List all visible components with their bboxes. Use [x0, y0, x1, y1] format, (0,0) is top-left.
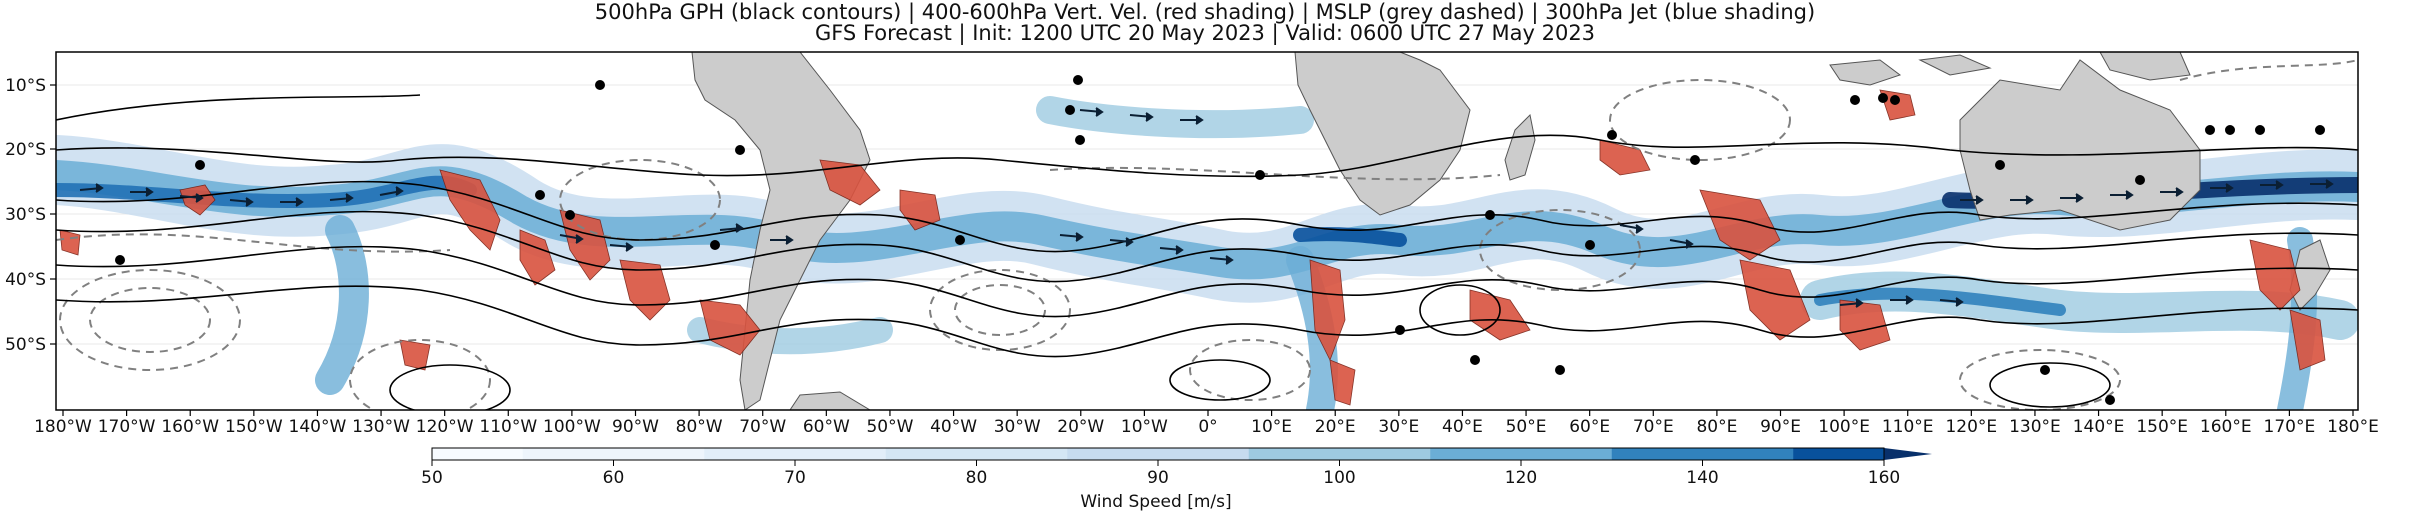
latitude-axis: 10°S 20°S 30°S 40°S 50°S [5, 76, 56, 355]
lat-tick-label: 40°S [5, 270, 46, 290]
lon-tick-label: 50°W [866, 417, 913, 437]
chart-title: 500hPa GPH (black contours) | 400-600hPa… [594, 0, 1816, 24]
lon-tick-label: 30°E [1378, 417, 1419, 437]
lon-tick-label: 20°W [1057, 417, 1104, 437]
colorbar-segment [522, 448, 614, 460]
colorbar-segment [1248, 448, 1340, 460]
colorbar-tick-label: 70 [784, 468, 806, 488]
gph-contours [56, 94, 2358, 410]
continents [691, 52, 2331, 410]
mslp-contours [56, 59, 2358, 410]
colorbar-segment [1521, 448, 1613, 460]
chart-subtitle: GFS Forecast | Init: 1200 UTC 20 May 202… [814, 21, 1596, 45]
colorbar-segment [432, 448, 524, 460]
colorbar-segment [976, 448, 1068, 460]
lat-tick-label: 30°S [5, 205, 46, 225]
lon-tick-label: 90°E [1760, 417, 1801, 437]
lon-tick-label: 110°W [479, 417, 537, 437]
lon-tick-label: 150°W [225, 417, 283, 437]
colorbar-segment [1702, 448, 1794, 460]
lon-tick-label: 10°E [1251, 417, 1292, 437]
colorbar-tick-label: 140 [1686, 468, 1718, 488]
colorbar-segment [1793, 448, 1885, 460]
lon-tick-label: 60°W [803, 417, 850, 437]
lon-tick-label: 40°E [1442, 417, 1483, 437]
lon-tick-label: 170°E [2264, 417, 2316, 437]
marker-points [115, 75, 2325, 405]
africa [1294, 52, 1471, 216]
colorbar-extend-arrow [1884, 448, 1932, 460]
lon-tick-label: 60°E [1569, 417, 1610, 437]
lon-tick-label: 100°W [543, 417, 601, 437]
lat-tick-label: 10°S [5, 76, 46, 96]
lon-tick-label: 0° [1198, 417, 1217, 437]
lon-tick-label: 70°W [739, 417, 786, 437]
lon-tick-label: 140°E [2073, 417, 2125, 437]
lon-tick-label: 40°W [930, 417, 977, 437]
colorbar-segment [1611, 448, 1703, 460]
lon-tick-label: 20°E [1315, 417, 1356, 437]
colorbar-tick-label: 60 [603, 468, 625, 488]
lon-tick-label: 180°E [2327, 417, 2379, 437]
lon-tick-label: 100°E [1818, 417, 1870, 437]
lon-tick-label: 130°E [2009, 417, 2061, 437]
lon-tick-label: 10°W [1121, 417, 1168, 437]
lon-tick-label: 150°E [2136, 417, 2188, 437]
lon-tick-label: 80°E [1696, 417, 1737, 437]
wind-vectors [79, 107, 2334, 308]
lat-tick-label: 50°S [5, 335, 46, 355]
colorbar-segment [1430, 448, 1522, 460]
colorbar-segment [795, 448, 887, 460]
colorbar-segment [1158, 448, 1250, 460]
map-frame [55, 51, 2359, 411]
colorbar-segment [1067, 448, 1159, 460]
colorbar-label: Wind Speed [m/s] [1080, 492, 1231, 512]
lon-tick-label: 70°E [1633, 417, 1674, 437]
lon-tick-label: 170°W [98, 417, 156, 437]
lon-tick-label: 50°E [1506, 417, 1547, 437]
colorbar-tick-label: 50 [421, 468, 443, 488]
lon-tick-label: 90°W [612, 417, 659, 437]
south-america [691, 52, 871, 410]
colorbar-segment [1339, 448, 1431, 460]
colorbar-tick-label: 120 [1505, 468, 1537, 488]
vertical-velocity-shading [59, 89, 2326, 406]
maritime-continent [1829, 59, 1902, 86]
lon-tick-label: 140°W [289, 417, 347, 437]
longitude-axis: 180°W 170°W 160°W 150°W 140°W 130°W 120°W 110°W… [34, 410, 2379, 437]
lon-tick-label: 160°W [161, 417, 219, 437]
colorbar-segment [613, 448, 705, 460]
lon-tick-label: 30°W [994, 417, 1041, 437]
colorbar-segment [885, 448, 977, 460]
lat-tick-label: 20°S [5, 140, 46, 160]
lon-tick-label: 120°W [416, 417, 474, 437]
lon-tick-label: 80°W [676, 417, 723, 437]
map-panel [56, 52, 2358, 410]
wind-arrow-row [79, 107, 2334, 308]
australia [1959, 59, 2201, 231]
lon-tick-label: 130°W [352, 417, 410, 437]
lon-tick-label: 180°W [34, 417, 92, 437]
colorbar-segment [704, 448, 796, 460]
lon-tick-label: 120°E [1945, 417, 1997, 437]
colorbar-tick-label: 90 [1147, 468, 1169, 488]
madagascar [1504, 113, 1536, 181]
colorbar-tick-label: 160 [1868, 468, 1900, 488]
lon-tick-label: 110°E [1882, 417, 1934, 437]
colorbar-tick-label: 80 [966, 468, 988, 488]
lon-tick-label: 160°E [2200, 417, 2252, 437]
colorbar: 50 60 70 80 90 100 120 140 160 Wind Speed [m/s] [421, 447, 1932, 512]
colorbar-tick-label: 100 [1323, 468, 1355, 488]
